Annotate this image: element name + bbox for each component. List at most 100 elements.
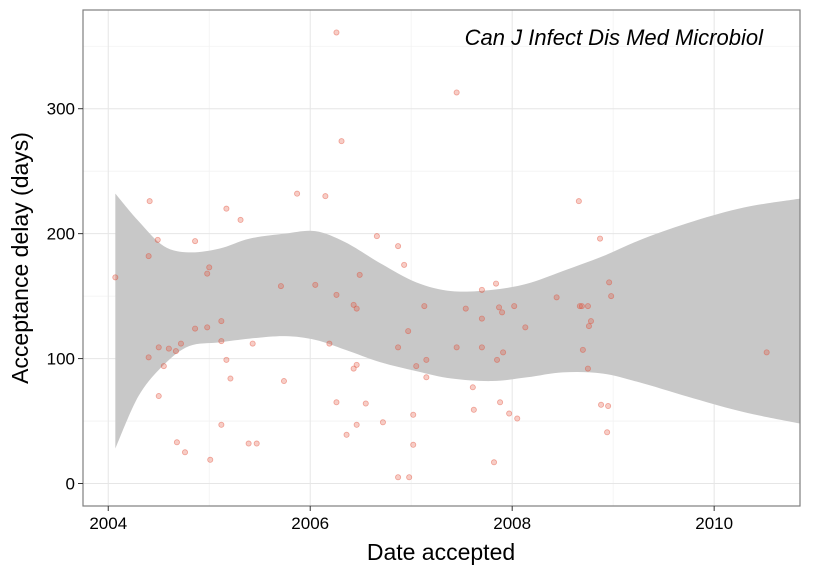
data-point [223,205,230,212]
data-point [587,318,594,325]
data-point [585,323,592,330]
data-point [491,459,498,466]
data-point [608,293,615,300]
data-point [155,344,162,351]
data-point [207,456,214,463]
data-point [478,344,485,351]
data-point [353,305,360,312]
data-point [237,216,244,223]
data-point [173,439,180,446]
data-point [606,279,613,286]
data-point [522,324,529,331]
data-point [763,349,770,356]
data-point [333,399,340,406]
data-point [578,303,585,310]
data-point [469,384,476,391]
data-point [604,429,611,436]
data-point [395,243,402,250]
data-point [506,410,513,417]
data-point [462,305,469,312]
data-point [333,29,340,36]
confidence-band-layer [115,193,800,449]
data-point [206,264,213,271]
y-tick-label: 0 [66,475,75,494]
x-tick-label: 2006 [291,514,329,533]
data-point [326,340,333,347]
data-point [598,401,605,408]
plot-border [82,9,801,507]
data-point [338,138,345,145]
data-point [160,363,167,370]
data-point [500,349,507,356]
data-point [245,440,252,447]
data-point [395,474,402,481]
x-tick-label: 2008 [493,514,531,533]
data-point [597,235,604,242]
data-point [499,309,506,316]
data-point [584,365,591,372]
data-point [514,415,521,422]
x-axis-title: Date accepted [367,539,515,565]
data-point [511,303,518,310]
data-point [494,356,501,363]
data-point [223,356,230,363]
data-point [249,340,256,347]
data-point [280,378,287,385]
y-tick-label: 100 [47,350,75,369]
x-tick-label: 2004 [89,514,127,533]
data-point [218,338,225,345]
data-point [478,286,485,293]
data-point [181,449,188,456]
data-point [362,400,369,407]
data-point [146,198,153,205]
data-point [605,403,612,410]
data-point [356,271,363,278]
y-tick-label: 200 [47,225,75,244]
data-point [453,89,460,96]
x-tick-label: 2010 [695,514,733,533]
data-point [177,340,184,347]
data-point [192,325,199,332]
data-point [253,440,260,447]
data-point [410,441,417,448]
data-point [373,233,380,240]
y-axis-title: Acceptance delay (days) [7,132,33,384]
data-point [410,411,417,418]
data-point [423,374,430,381]
data-point [322,193,329,200]
data-point [405,328,412,335]
y-axis: 0 100 200 300 [47,100,83,494]
data-point [478,315,485,322]
y-tick-label: 300 [47,100,75,119]
data-point [192,238,199,245]
data-point [204,270,211,277]
journal-annotation: Can J Infect Dis Med Microbiol [465,25,764,50]
data-point [401,261,408,268]
data-point [227,375,234,382]
data-point [204,324,211,331]
data-point [294,190,301,197]
data-point [453,344,460,351]
data-point [413,363,420,370]
points-layer [112,29,770,481]
data-point [497,399,504,406]
data-point [333,291,340,298]
confidence-band [115,193,800,449]
data-point [218,421,225,428]
data-point [553,294,560,301]
data-point [312,281,319,288]
data-point [584,303,591,310]
data-point [575,198,582,205]
data-point [421,303,428,310]
data-point [406,474,413,481]
data-point [350,365,357,372]
data-point [353,421,360,428]
data-point [172,348,179,355]
data-point [470,406,477,413]
data-point [496,304,503,311]
data-point [277,283,284,290]
data-point [423,356,430,363]
data-point [145,354,152,361]
data-point [579,346,586,353]
